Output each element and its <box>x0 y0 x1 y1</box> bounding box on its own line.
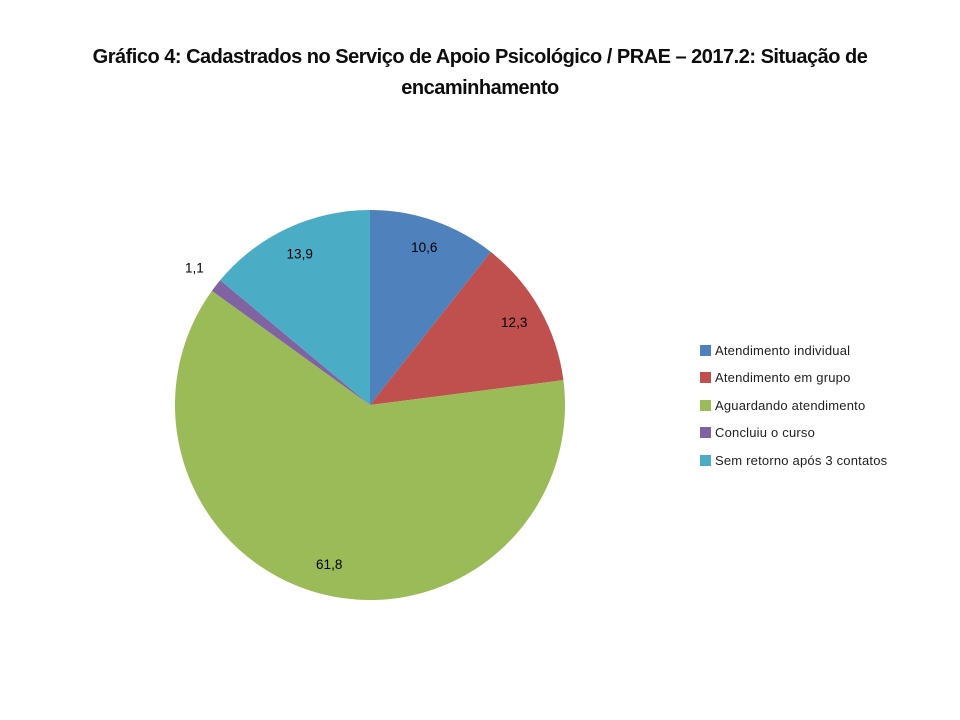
legend-label: Concluiu o curso <box>715 425 816 440</box>
pie-slice-2 <box>370 251 564 405</box>
legend: Atendimento individual Atendimento em gru… <box>700 342 887 480</box>
pie-value-label-5: 13,9 <box>287 246 313 261</box>
legend-item-1: Atendimento individual <box>700 342 887 358</box>
pie-value-label-4: 1,1 <box>185 260 204 275</box>
pie-value-label-1: 10,6 <box>411 240 437 255</box>
legend-item-3: Aguardando atendimento <box>700 397 887 413</box>
legend-color-swatch-icon <box>700 454 711 466</box>
legend-color-swatch-icon <box>700 372 711 383</box>
legend-item-2: Atendimento em grupo <box>700 370 887 386</box>
pie-value-label-2: 12,3 <box>501 315 527 330</box>
legend-label: Atendimento individual <box>715 342 851 358</box>
pie-value-label-3: 61,8 <box>316 557 342 572</box>
chart-title: Gráfico 4: Cadastrados no Serviço de Apo… <box>0 42 960 104</box>
legend-item-4: Concluiu o curso <box>700 425 887 441</box>
legend-color-swatch-icon <box>700 427 711 438</box>
pie-slice-5 <box>220 210 370 405</box>
pie-slice-3 <box>174 290 565 601</box>
legend-label: Sem retorno após 3 contatos <box>715 452 888 468</box>
pie-slice-4 <box>211 280 370 405</box>
legend-label: Aguardando atendimento <box>715 397 866 413</box>
legend-color-swatch-icon <box>700 344 711 356</box>
chart-title-line-1: Gráfico 4: Cadastrados no Serviço de Apo… <box>92 46 868 68</box>
pie-slice-1 <box>370 210 491 405</box>
legend-item-5: Sem retorno após 3 contatos <box>700 452 887 468</box>
legend-label: Atendimento em grupo <box>715 370 851 385</box>
chart-title-line-2: encaminhamento <box>401 77 559 99</box>
legend-color-swatch-icon <box>700 399 711 411</box>
